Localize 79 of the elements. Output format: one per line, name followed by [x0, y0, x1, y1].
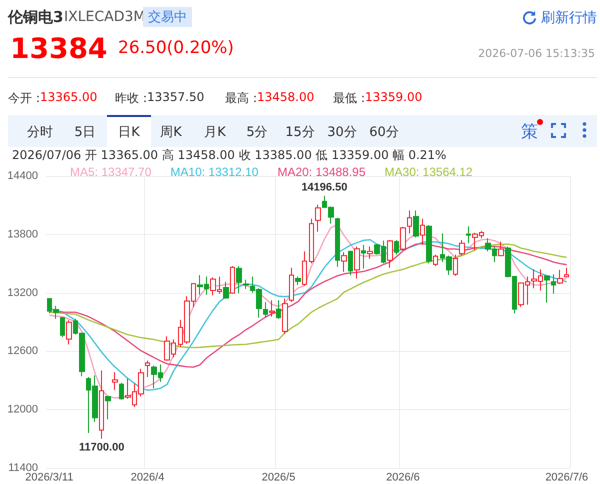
- annotation: 11700.00: [79, 441, 124, 454]
- candlestick: [361, 244, 366, 270]
- text: 分时: [27, 124, 53, 141]
- text: 15分: [285, 124, 315, 141]
- text: MA5: 13347.70: [70, 165, 152, 179]
- candlestick: [348, 250, 353, 276]
- candlestick: [119, 382, 124, 400]
- y-tick-label: 11400: [8, 462, 38, 474]
- candlestick: [551, 274, 556, 294]
- y-tick-label: 12000: [7, 404, 38, 416]
- candlestick: [309, 218, 314, 264]
- text: MA20: 13488.95: [277, 165, 366, 179]
- x-tick-label: 2026/4: [130, 472, 164, 484]
- text: 策: [521, 121, 538, 143]
- annotation: 14196.50: [301, 181, 348, 194]
- candlestick: [335, 217, 340, 268]
- text: 60分: [369, 124, 399, 141]
- candlestick: [302, 250, 307, 286]
- candlestick: [236, 266, 242, 294]
- y-tick-label: 13800: [7, 228, 38, 240]
- text: 30分: [327, 124, 357, 141]
- chart-title: 伦铜电3: [8, 8, 64, 27]
- text: MA30: 13564.12: [384, 165, 473, 179]
- line-series: [48, 242, 568, 368]
- text: MA10: 13312.10: [170, 165, 259, 179]
- candlestick: [223, 281, 229, 300]
- candlestick: [66, 320, 72, 345]
- candlestick: [230, 266, 235, 294]
- text: 日K: [118, 124, 140, 141]
- candlestick: [145, 360, 150, 378]
- candlestick: [400, 226, 406, 251]
- candlestick: [289, 267, 294, 302]
- candlestick: [394, 239, 399, 256]
- x-tick-label: 2026/7/6: [545, 472, 588, 484]
- candlestick: [453, 254, 458, 276]
- text: 2026-07-06 15:13:35: [478, 47, 595, 60]
- candlestick: [105, 396, 111, 420]
- candlestick: [367, 246, 373, 260]
- candlestick: [315, 204, 321, 232]
- candlestick: [341, 252, 347, 272]
- candlestick: [466, 226, 471, 244]
- chart-subtitle: IXLECAD3M: [64, 9, 146, 25]
- candlestick: [498, 241, 504, 257]
- candlestick: [557, 269, 563, 285]
- candlestick: [564, 267, 569, 278]
- candlestick: [243, 279, 249, 290]
- text: 刷新行情: [541, 9, 597, 27]
- candlestick: [354, 246, 360, 279]
- text: 5分: [246, 124, 268, 141]
- candlestick: [99, 370, 104, 440]
- candlestick: [426, 224, 432, 264]
- x-tick-label: 2026/3/11: [25, 472, 74, 484]
- text: 交易中: [148, 10, 187, 25]
- x-tick-label: 2026/5: [262, 472, 296, 484]
- candlestick: [413, 210, 419, 238]
- candlestick: [282, 298, 288, 334]
- candlestick: [459, 239, 465, 256]
- line-series: [48, 243, 568, 348]
- text: 周K: [160, 124, 182, 141]
- text: 2026/07/06 开 13365.00 高 13458.00 收 13385.00 低 13359.00 幅 0.21%: [12, 147, 446, 164]
- x-tick-label: 2026/6: [386, 472, 420, 484]
- y-tick-label: 13200: [7, 286, 38, 299]
- candlestick: [420, 218, 425, 246]
- text: 5日: [74, 124, 96, 141]
- candlestick: [269, 300, 275, 318]
- candlestick: [263, 301, 268, 318]
- candlestick: [112, 372, 118, 391]
- candlestick: [295, 276, 301, 286]
- text: 26.50(0.20%): [118, 38, 234, 58]
- candlestick: [544, 275, 550, 304]
- candlestick: [433, 254, 438, 267]
- y-tick-label: 14400: [7, 170, 38, 182]
- candlestick: [60, 316, 65, 338]
- candlestick: [407, 210, 412, 234]
- text: 13384: [10, 32, 108, 65]
- text: 月K: [204, 124, 226, 141]
- candlestick: [387, 239, 393, 268]
- candlestick: [276, 300, 281, 320]
- y-tick-label: 12600: [7, 345, 38, 358]
